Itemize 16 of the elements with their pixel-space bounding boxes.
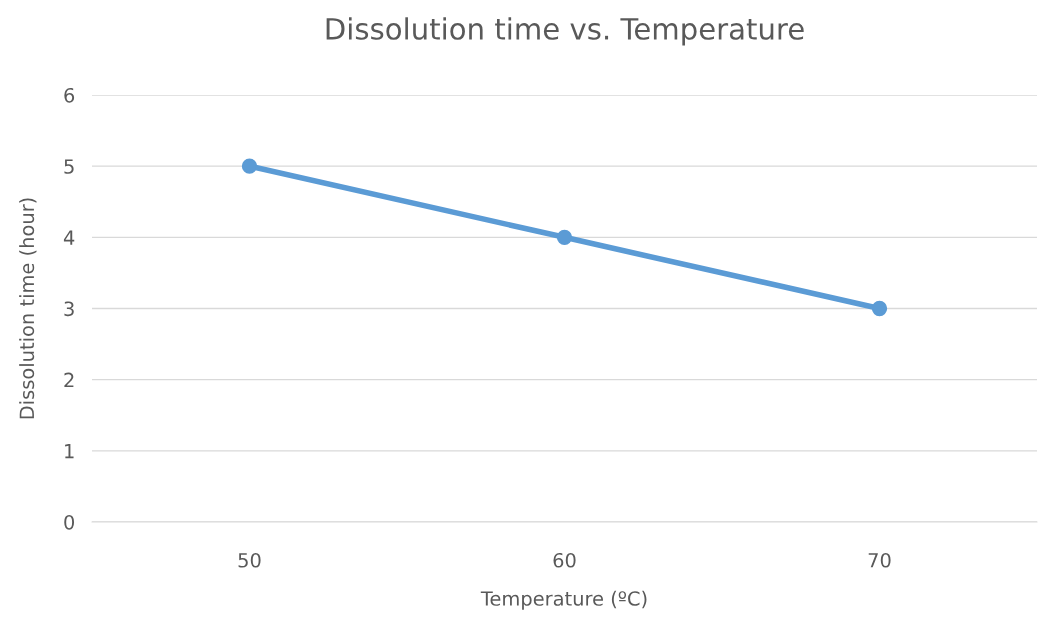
y-tick-label: 3 <box>64 301 74 317</box>
y-tick-label: 6 <box>64 87 75 103</box>
point <box>241 158 258 174</box>
point <box>871 300 888 317</box>
y-tick-label: 5 <box>64 159 74 174</box>
y-tick-label: 1 <box>65 444 74 459</box>
x-tick-label: 50 <box>238 552 261 568</box>
y-tick-label: 0 <box>64 514 75 530</box>
y-axis-title: Dissolution time (hour) <box>19 198 37 419</box>
x-axis-title: Temperature (ºC) <box>480 590 647 610</box>
x-tick-label: 70 <box>868 552 891 568</box>
chart-title: Dissolution time vs. Temperature <box>326 17 804 46</box>
x-tick-label: 60 <box>553 552 576 568</box>
y-tick-label: 2 <box>64 372 74 388</box>
y-tick-label: 4 <box>63 230 75 245</box>
point <box>556 229 573 245</box>
